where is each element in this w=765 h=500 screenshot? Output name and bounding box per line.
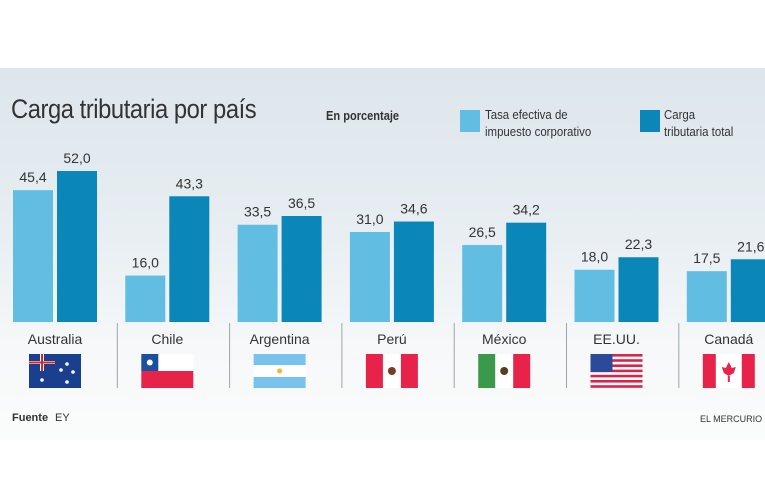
chart-subtitle: En porcentaje [326, 108, 400, 123]
category-label: Argentina [250, 331, 310, 347]
legend-label-tasa: Tasa efectiva de impuesto corporativo [485, 107, 592, 139]
australia-flag-icon [29, 354, 81, 388]
data-label: 36,5 [288, 195, 315, 211]
legend-swatch-tasa [460, 110, 480, 132]
category-group: 33,5 36,5 Argentina [237, 195, 322, 388]
mexico-flag-icon [478, 354, 531, 388]
bar-carga-total [57, 171, 97, 322]
category-label: México [482, 331, 527, 347]
category-label: Australia [28, 331, 83, 347]
bar-tasa-efectiva [574, 269, 615, 322]
chile-flag-icon [141, 354, 194, 388]
data-label: 34,6 [400, 201, 427, 217]
category-group: 26,5 34,2 México [462, 202, 547, 388]
bar-tasa-efectiva [237, 224, 278, 322]
bar-tasa-efectiva [462, 245, 503, 322]
data-label: 21,6 [737, 238, 764, 254]
category-group: 45,4 52,0 Australia [13, 150, 97, 388]
argentina-flag-icon [253, 354, 306, 388]
data-label: 22,3 [625, 236, 652, 252]
data-label: 43,3 [176, 175, 203, 191]
category-group: 16,0 43,3 Chile [125, 175, 210, 388]
data-label: 52,0 [63, 150, 90, 166]
bar-tasa-efectiva [686, 271, 727, 322]
legend-swatch-carga [640, 110, 660, 132]
data-label: 18,0 [581, 249, 608, 265]
data-label: 34,2 [513, 202, 540, 218]
usa-flag-icon [590, 354, 643, 388]
bar-tasa-efectiva [13, 190, 53, 322]
category-label: Chile [151, 331, 183, 347]
peru-flag-icon [365, 354, 418, 388]
bar-carga-total [618, 257, 659, 322]
category-group: 18,0 22,3 EE.UU. [574, 236, 659, 388]
legend-label-carga: Carga tributaria total [664, 107, 734, 139]
bar-carga-total [506, 222, 547, 322]
category-group: 17,5 21,6 Canadá [686, 238, 765, 388]
source-value: EY [55, 412, 70, 424]
data-label: 31,0 [356, 211, 383, 227]
category-group: 31,0 34,6 Perú [349, 201, 434, 388]
bar-carga-total [281, 216, 322, 322]
data-label: 45,4 [19, 169, 46, 185]
data-label: 16,0 [132, 255, 159, 271]
bar-tasa-efectiva [125, 275, 166, 322]
bar-tasa-efectiva [349, 231, 390, 322]
bar-carga-total [730, 259, 765, 322]
category-label: EE.UU. [593, 331, 640, 347]
source-label: Fuente [12, 412, 49, 424]
data-label: 26,5 [469, 224, 496, 240]
data-label: 33,5 [244, 204, 271, 220]
brand-label: EL MERCURIO [700, 414, 763, 424]
data-label: 17,5 [693, 250, 720, 266]
bar-carga-total [393, 221, 434, 322]
canada-flag-icon [702, 354, 755, 388]
category-label: Canadá [704, 331, 753, 347]
category-label: Perú [377, 331, 407, 347]
bar-carga-total [169, 196, 210, 322]
chart-title: Carga tributaria por país [11, 94, 257, 124]
